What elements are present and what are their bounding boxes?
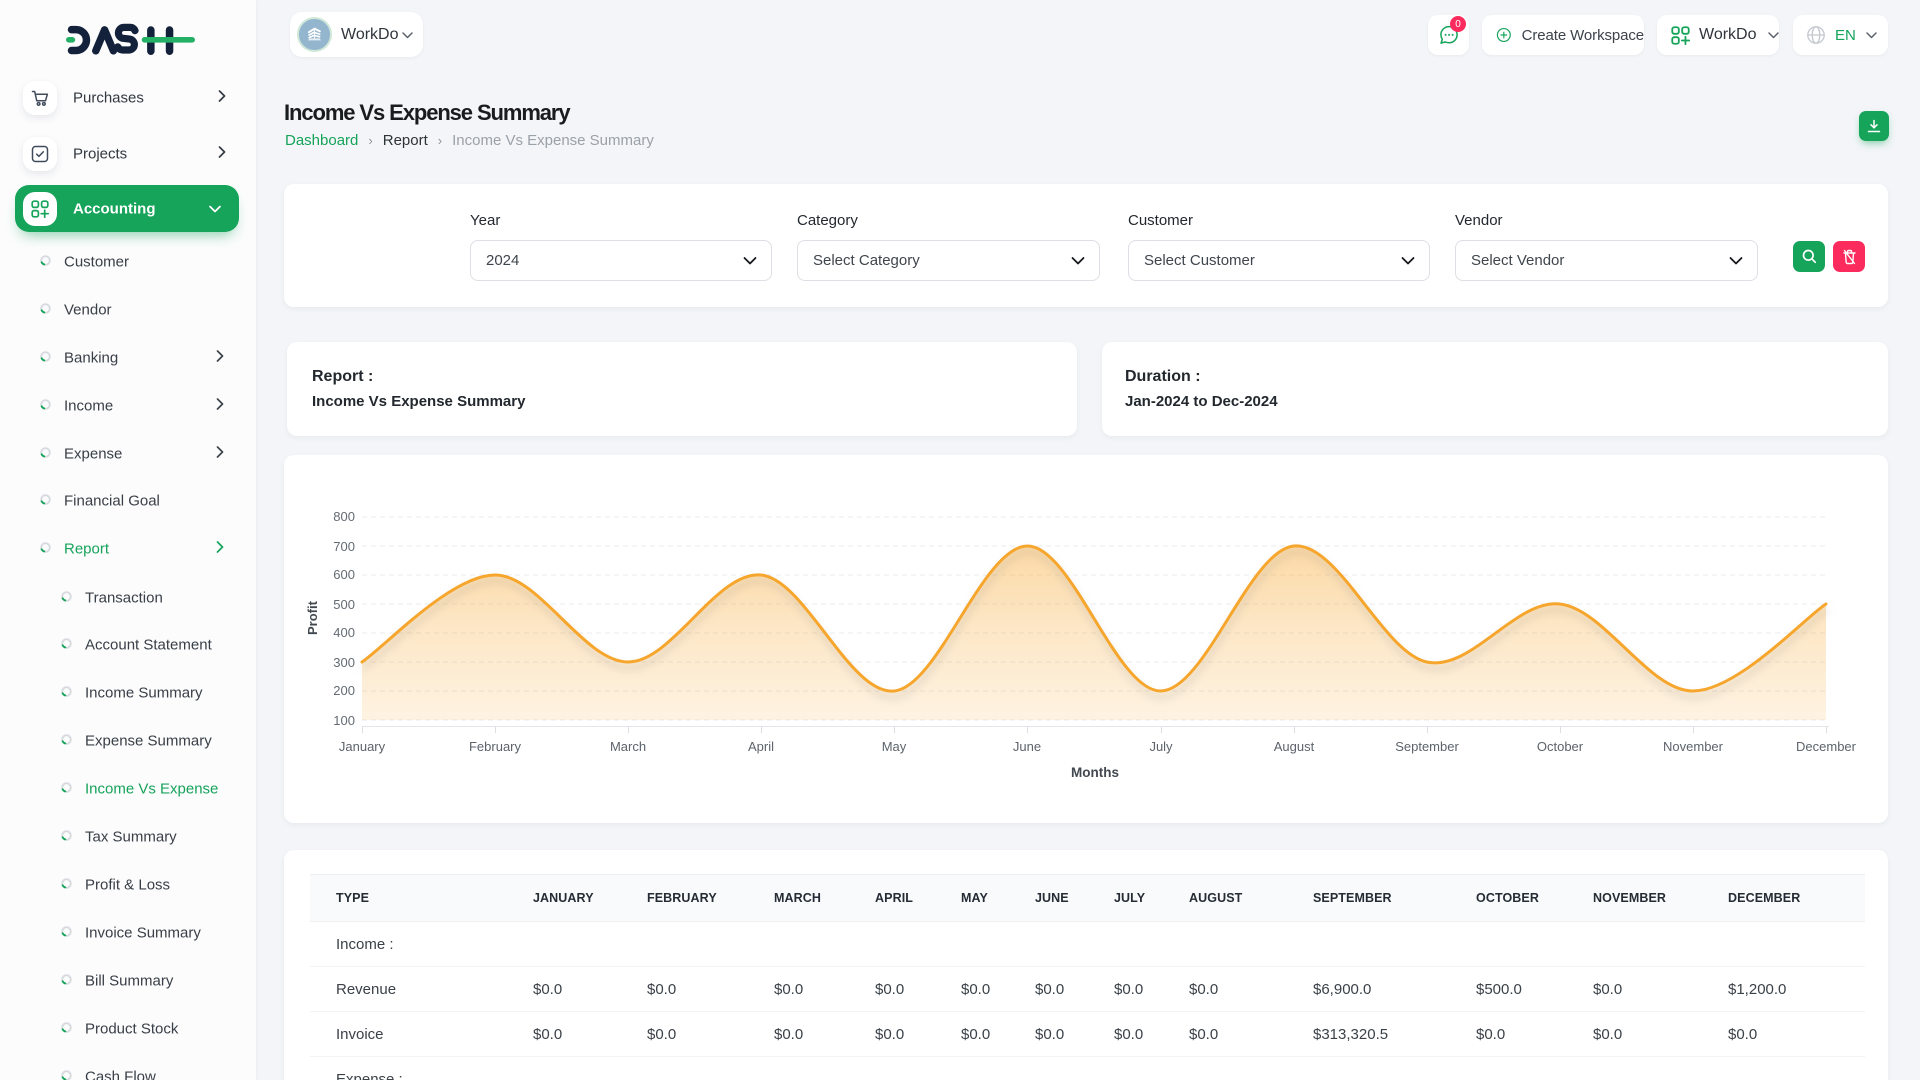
svg-text:200: 200 — [333, 683, 355, 698]
svg-text:January: January — [339, 739, 386, 754]
svg-text:400: 400 — [333, 625, 355, 640]
svg-text:100: 100 — [333, 713, 355, 728]
svg-text:April: April — [748, 739, 774, 754]
svg-text:600: 600 — [333, 567, 355, 582]
svg-text:July: July — [1149, 739, 1173, 754]
svg-text:December: December — [1796, 739, 1857, 754]
svg-text:800: 800 — [333, 509, 355, 524]
svg-text:Profit: Profit — [305, 600, 320, 635]
svg-text:Months: Months — [1071, 765, 1119, 780]
svg-text:October: October — [1537, 739, 1584, 754]
svg-text:May: May — [882, 739, 907, 754]
svg-text:August: August — [1274, 739, 1315, 754]
svg-text:February: February — [469, 739, 522, 754]
svg-text:March: March — [610, 739, 646, 754]
svg-text:700: 700 — [333, 539, 355, 554]
svg-text:November: November — [1663, 739, 1724, 754]
svg-text:June: June — [1013, 739, 1041, 754]
svg-text:300: 300 — [333, 655, 355, 670]
svg-text:September: September — [1395, 739, 1459, 754]
svg-text:500: 500 — [333, 597, 355, 612]
